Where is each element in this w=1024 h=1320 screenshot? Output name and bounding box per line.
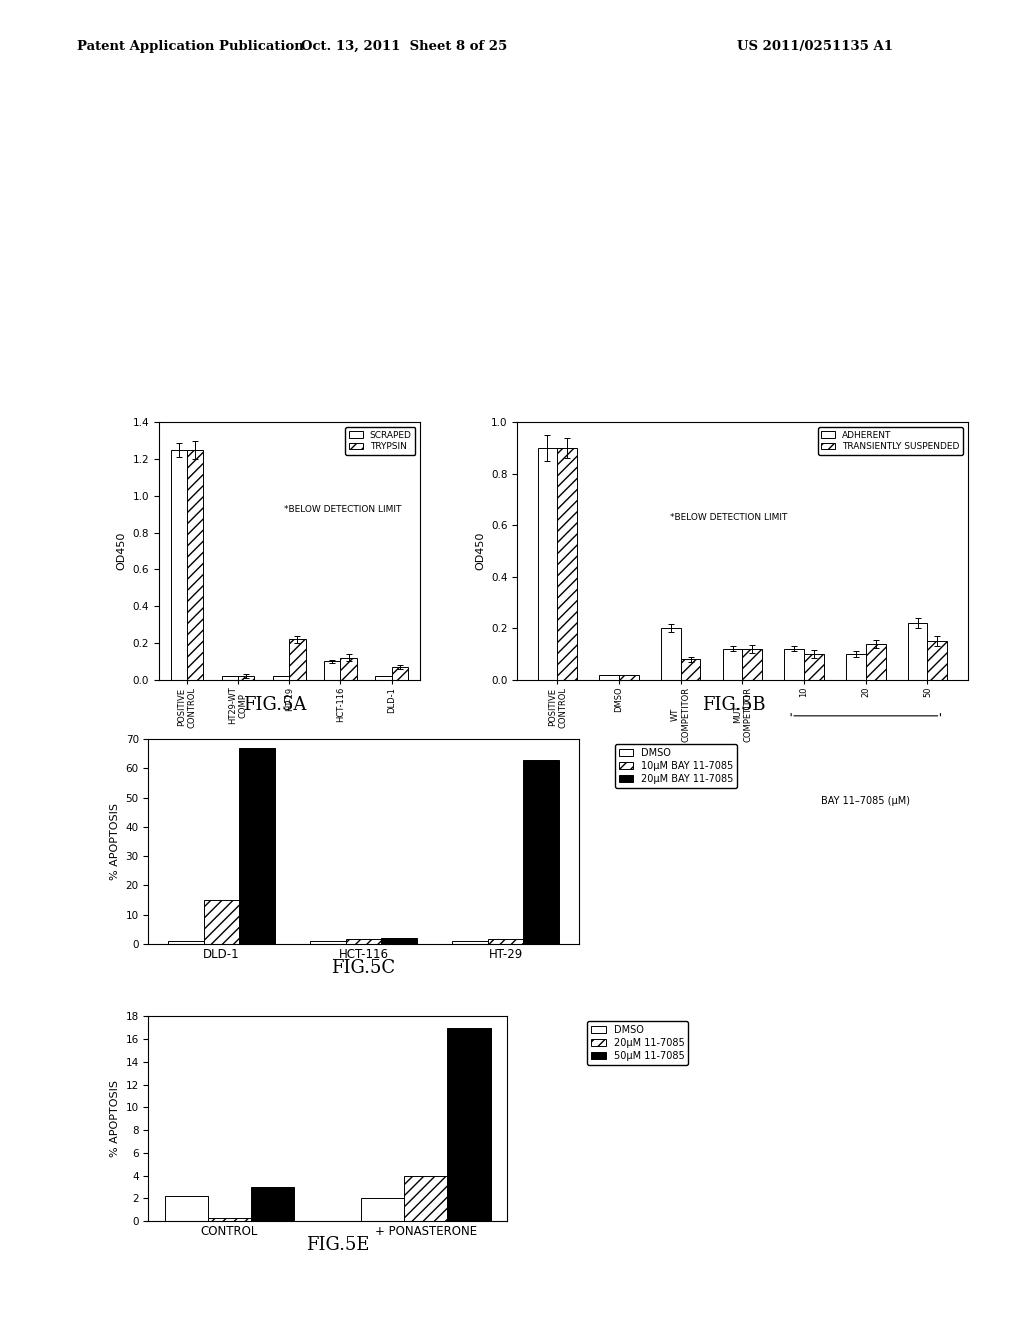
Bar	[453, 941, 487, 944]
Bar	[599, 675, 620, 680]
Text: BAY 11–7085 (μM): BAY 11–7085 (μM)	[821, 796, 910, 805]
Bar	[557, 449, 578, 680]
Legend: ADHERENT, TRANSIENTLY SUSPENDED: ADHERENT, TRANSIENTLY SUSPENDED	[818, 426, 964, 455]
Bar	[310, 941, 346, 944]
Text: FIG.5B: FIG.5B	[702, 696, 766, 714]
Y-axis label: OD450: OD450	[475, 532, 485, 570]
Bar	[447, 1028, 490, 1221]
Y-axis label: OD450: OD450	[117, 532, 127, 570]
Bar	[865, 644, 886, 680]
Bar	[681, 659, 700, 680]
Bar	[375, 676, 391, 680]
Text: *BELOW DETECTION LIMIT: *BELOW DETECTION LIMIT	[671, 513, 787, 523]
Bar	[240, 748, 274, 944]
Bar	[381, 939, 417, 944]
Bar	[404, 1176, 447, 1221]
Legend: SCRAPED, TRYPSIN: SCRAPED, TRYPSIN	[345, 426, 416, 455]
Bar	[784, 649, 804, 680]
Bar	[907, 623, 928, 680]
Bar	[273, 676, 289, 680]
Text: FIG.5C: FIG.5C	[332, 958, 395, 977]
Y-axis label: % APOPTOSIS: % APOPTOSIS	[110, 1080, 120, 1158]
Bar	[804, 655, 824, 680]
Text: *BELOW DETECTION LIMIT: *BELOW DETECTION LIMIT	[284, 506, 401, 515]
Bar	[620, 675, 639, 680]
Bar	[538, 449, 557, 680]
Y-axis label: % APOPTOSIS: % APOPTOSIS	[110, 803, 120, 880]
Bar	[168, 941, 204, 944]
Bar	[742, 649, 762, 680]
Bar	[846, 655, 865, 680]
Bar	[324, 661, 340, 680]
Bar	[165, 1196, 208, 1221]
Text: US 2011/0251135 A1: US 2011/0251135 A1	[737, 40, 893, 53]
Bar	[391, 667, 408, 680]
Bar	[361, 1199, 404, 1221]
Text: Oct. 13, 2011  Sheet 8 of 25: Oct. 13, 2011 Sheet 8 of 25	[301, 40, 508, 53]
Bar	[723, 649, 742, 680]
Bar	[289, 639, 305, 680]
Bar	[222, 676, 239, 680]
Legend: DMSO, 10μM BAY 11-7085, 20μM BAY 11-7085: DMSO, 10μM BAY 11-7085, 20μM BAY 11-7085	[614, 744, 737, 788]
Bar	[204, 900, 240, 944]
Bar	[660, 628, 681, 680]
Text: FIG.5E: FIG.5E	[306, 1236, 370, 1254]
Bar	[340, 657, 356, 680]
Bar	[239, 676, 255, 680]
Legend: DMSO, 20μM 11-7085, 50μM 11-7085: DMSO, 20μM 11-7085, 50μM 11-7085	[588, 1022, 688, 1065]
Text: FIG.5A: FIG.5A	[243, 696, 306, 714]
Bar	[928, 642, 947, 680]
Bar	[187, 450, 204, 680]
Bar	[487, 940, 523, 944]
Bar	[346, 940, 381, 944]
Bar	[251, 1187, 294, 1221]
Bar	[171, 450, 187, 680]
Bar	[523, 760, 559, 944]
Text: Patent Application Publication: Patent Application Publication	[77, 40, 303, 53]
Bar	[208, 1217, 251, 1221]
